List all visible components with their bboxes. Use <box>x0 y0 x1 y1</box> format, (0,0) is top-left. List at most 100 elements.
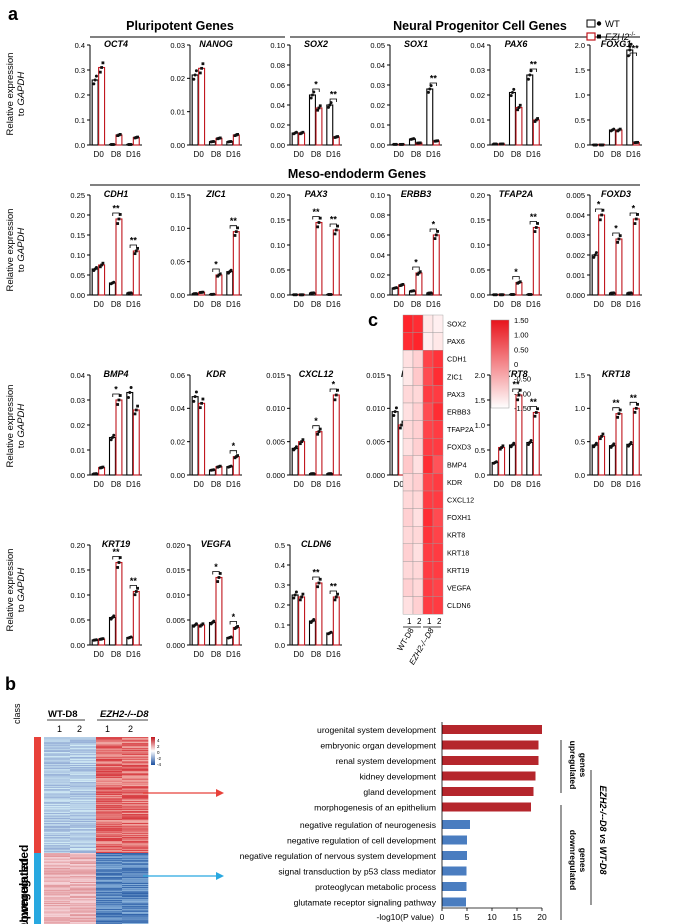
heatmap-b-cell <box>96 766 123 768</box>
heatmap-c-gene-label: FOXD3 <box>447 443 471 452</box>
heatmap-b-cell <box>70 802 97 804</box>
heatmap-c-cell <box>412 420 424 439</box>
replicate-dot <box>636 140 639 144</box>
heatmap-b-cell <box>70 835 97 837</box>
significance-bracket <box>329 223 337 227</box>
heatmap-b-cell <box>122 807 149 809</box>
y-tick-label: 0.0 <box>575 141 585 150</box>
go-up-label-1: upregulated <box>568 741 578 790</box>
replicate-dot <box>118 133 122 136</box>
replicate-dot <box>101 465 105 469</box>
significance-mark: * <box>514 267 518 277</box>
heatmap-b-cell <box>122 804 149 806</box>
heatmap-b-cell <box>44 783 71 785</box>
bar-chart-vegfa: VEGFA 0.000 0.005 0.010 0.015 0.020 D0 D8 D16 * * <box>166 539 242 659</box>
chart-title: OCT4 <box>104 39 128 49</box>
replicate-dot <box>601 432 605 436</box>
heatmap-b-cell <box>44 907 71 909</box>
heatmap-c-cell <box>432 332 444 351</box>
replicate-dot <box>317 221 321 224</box>
heatmap-b-cell <box>96 822 123 824</box>
heatmap-b-cell <box>44 842 71 844</box>
heatmap-b-cell <box>96 877 123 879</box>
heatmap-b-cell <box>70 812 97 814</box>
y-tick-label: 0.010 <box>166 591 185 600</box>
heatmap-b-cell <box>70 778 97 780</box>
heatmap-b-cell <box>44 917 71 919</box>
replicate-dot <box>512 87 516 91</box>
go-term-label: glutamate receptor signaling pathway <box>294 898 437 908</box>
replicate-dot <box>436 230 439 233</box>
x-tick-label: D8 <box>311 650 322 659</box>
heatmap-b-cell <box>96 866 123 868</box>
heatmap-b-cell <box>70 751 97 753</box>
replicate-dot <box>318 577 322 581</box>
y-tick-label: 0.03 <box>370 81 385 90</box>
heatmap-b-cell <box>122 871 149 873</box>
heatmap-b-cell <box>44 795 71 797</box>
heatmap-b-cell <box>96 874 123 876</box>
heatmap-b-cell <box>96 919 123 921</box>
heatmap-b-cell <box>70 899 97 901</box>
replicate-dot <box>110 436 114 439</box>
heatmap-c-colorbar-ticks: 1.50 1.00 0.50 0 -0.50 -1.00 -1.50 <box>514 316 531 413</box>
replicate-dot <box>618 127 622 131</box>
heatmap-b-cell <box>44 762 71 764</box>
significance-mark: ** <box>612 398 620 408</box>
y-tick-label: 0.04 <box>370 251 385 260</box>
heatmap-b-cell <box>122 861 149 863</box>
heatmap-b-cell <box>70 794 97 796</box>
significance-bracket <box>612 232 620 236</box>
y-tick-label: 0.06 <box>270 81 285 90</box>
bar-wt <box>508 91 516 146</box>
go-x-tick-label: 0 <box>440 912 445 922</box>
heatmap-c-cell <box>432 385 444 404</box>
x-tick-label: D16 <box>226 300 241 309</box>
x-tick-label: D0 <box>394 480 405 489</box>
replicate-dot <box>129 291 133 295</box>
go-term-bar <box>442 740 539 750</box>
heatmap-b-cell <box>96 777 123 779</box>
heatmap-c-gene-label: TFAP2A <box>447 425 474 434</box>
heatmap-b-cell <box>96 872 123 874</box>
heatmap-b-cell <box>122 862 149 864</box>
replicate-dot <box>594 143 598 147</box>
heatmap-b-cell <box>70 860 97 862</box>
heatmap-b-cell <box>70 789 97 791</box>
significance-mark: * <box>214 562 218 572</box>
heatmap-b-cell <box>122 828 149 830</box>
heatmap-b-cell <box>122 764 149 766</box>
heatmap-c-cell <box>432 526 444 545</box>
replicate-dot <box>393 410 397 414</box>
y-tick-label: 0.04 <box>370 61 385 70</box>
heatmap-b-colorbar <box>151 737 155 765</box>
y-tick-label: 0.15 <box>170 191 185 200</box>
heatmap-b-cell <box>44 919 71 921</box>
replicate-dot <box>100 263 104 267</box>
heatmap-c-scale-tick: 0.50 <box>514 345 529 354</box>
y-tick-label: 0.000 <box>566 291 585 300</box>
heatmap-b-cell <box>44 778 71 780</box>
heatmap-b-cell <box>44 775 71 777</box>
heatmap-b-cell <box>122 900 149 902</box>
replicate-dot <box>112 142 116 146</box>
replicate-dot <box>293 593 297 597</box>
heatmap-b-cell <box>96 869 123 871</box>
y-tick-label: 0.005 <box>166 616 185 625</box>
bar-wt <box>191 624 199 646</box>
significance-bracket <box>312 216 320 220</box>
heatmap-b-cell <box>70 784 97 786</box>
heatmap-b-cell <box>122 880 149 882</box>
heatmap-b-cell <box>122 920 149 922</box>
significance-mark: ** <box>530 212 538 222</box>
significance-bracket <box>312 88 320 92</box>
go-term-bar <box>442 771 536 781</box>
heatmap-b-cell <box>122 789 149 791</box>
heatmap-b-cell <box>122 817 149 819</box>
neural-progenitor-genes-title: Neural Progenitor Cell Genes <box>393 19 567 33</box>
y-tick-label: 1.5 <box>475 396 485 405</box>
heatmap-b-cell <box>44 906 71 908</box>
heatmap-b-cell <box>44 885 71 887</box>
x-tick-label: D16 <box>526 300 541 309</box>
